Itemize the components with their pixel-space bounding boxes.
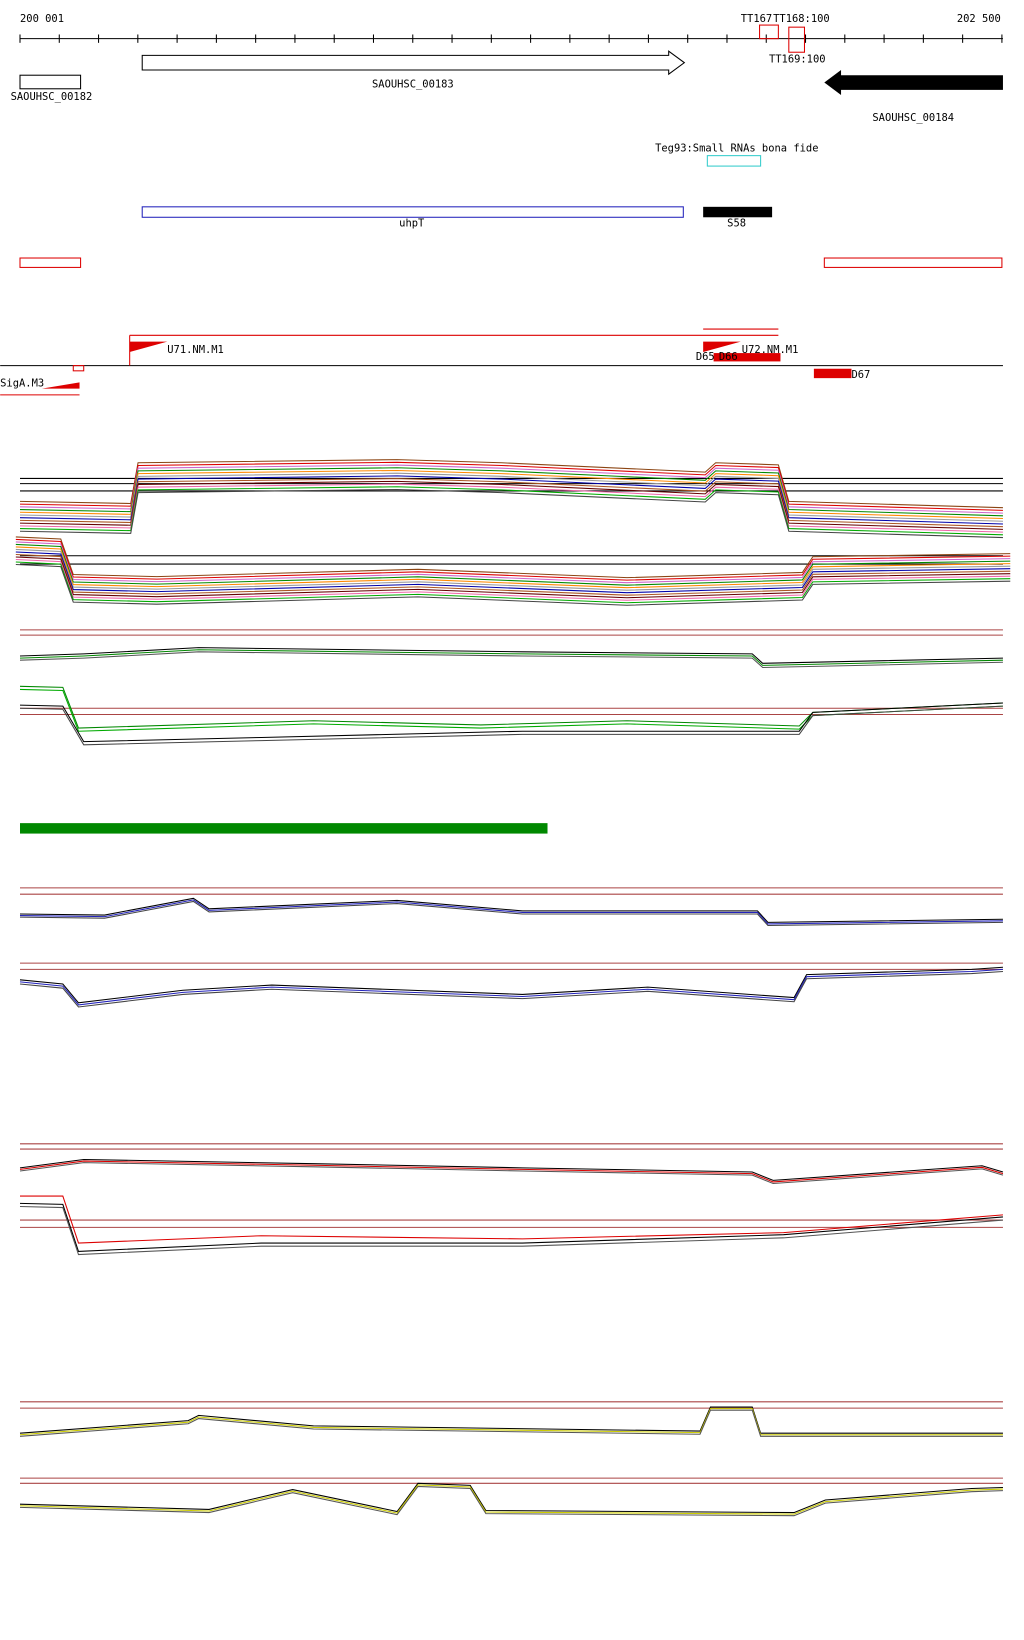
gene-arrow <box>824 69 1003 96</box>
trace <box>19 1162 1004 1185</box>
trace <box>15 536 1011 579</box>
trace <box>19 702 1003 743</box>
trace <box>15 538 1011 581</box>
motif <box>129 341 168 353</box>
trace <box>19 647 1003 664</box>
trace <box>15 563 1011 606</box>
region <box>19 257 82 268</box>
motif-label: SigA.M3 <box>0 377 44 389</box>
ruler-start: 200 001 <box>20 13 64 25</box>
motif-label: D67 <box>851 369 870 381</box>
motif <box>813 368 852 379</box>
terminator-label: TT168:100 <box>773 13 830 25</box>
trace <box>19 685 1003 729</box>
trace <box>19 1158 1004 1181</box>
trace <box>19 1160 1004 1183</box>
terminator <box>759 24 779 40</box>
gene-arrow <box>141 50 686 76</box>
feature <box>141 206 684 218</box>
terminator-label: TT167 <box>741 13 772 25</box>
trace <box>19 968 1003 1006</box>
motif-label: U71.NM.M1 <box>167 344 224 356</box>
trace <box>19 1482 1003 1514</box>
trace <box>15 548 1011 591</box>
trace <box>19 1409 1003 1437</box>
trace <box>15 541 1011 584</box>
trace <box>19 649 1003 666</box>
motif-label: U72.NM.M1 <box>742 344 799 356</box>
feature-label: uhpT <box>399 218 425 230</box>
trace <box>19 1484 1003 1515</box>
trace <box>15 546 1011 589</box>
trace <box>15 553 1011 596</box>
gene-label: SAOUHSC_00182 <box>11 91 93 103</box>
motif-label: D65 <box>696 351 715 363</box>
trace <box>19 1195 1003 1244</box>
trace <box>19 1485 1003 1517</box>
trace <box>15 556 1011 599</box>
trace <box>15 561 1011 604</box>
trace <box>19 1406 1003 1434</box>
srna <box>706 155 762 167</box>
feature-label: S58 <box>727 218 746 230</box>
terminator-label: TT169:100 <box>769 54 826 66</box>
gene <box>19 74 82 90</box>
trace <box>19 688 1003 732</box>
motif <box>713 353 781 362</box>
trace <box>19 1205 1003 1256</box>
coverage-bar <box>20 823 548 834</box>
trace <box>19 900 1003 927</box>
motif <box>41 382 80 389</box>
trace <box>15 543 1011 586</box>
gene-label: SAOUHSC_00184 <box>872 112 954 124</box>
ruler-ticks <box>19 34 1003 43</box>
ruler-end: 202 500 <box>957 13 1001 25</box>
expression-traces <box>15 459 1011 1517</box>
trace <box>19 970 1003 1008</box>
trace <box>19 1202 1003 1252</box>
trace <box>19 651 1003 669</box>
gene-label: SAOUHSC_00183 <box>372 79 454 91</box>
region <box>823 257 1003 268</box>
trace <box>19 897 1003 923</box>
feature <box>703 206 773 218</box>
trace <box>15 551 1011 594</box>
motif-label: D66 <box>719 351 738 363</box>
trace <box>19 966 1003 1004</box>
track-label: Teg93:Small RNAs bona fide <box>655 142 818 154</box>
trace <box>15 558 1011 601</box>
trace <box>19 705 1003 746</box>
trace <box>19 488 1003 539</box>
motif <box>72 365 85 372</box>
terminator <box>788 26 806 53</box>
trace <box>19 899 1003 925</box>
